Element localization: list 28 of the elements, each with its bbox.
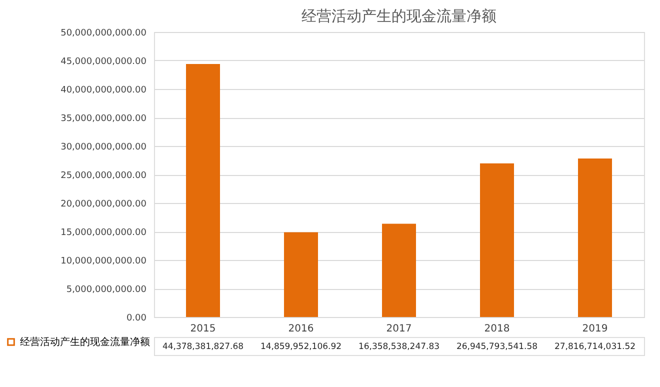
bar [578,158,612,317]
x-tick-label: 2016 [288,324,314,334]
y-tick-label: 30,000,000,000.00 [60,142,147,152]
bar [382,224,416,317]
chart-title: 经营活动产生的现金流量净额 [302,7,496,25]
data-label: 14,859,952,106.92 [260,342,342,352]
data-label: 16,358,538,247.83 [358,342,440,352]
data-label: 27,816,714,031.52 [554,342,636,352]
y-tick-label: 20,000,000,000.00 [60,200,147,210]
legend-label: 经营活动产生的现金流量净额 [20,336,150,348]
y-tick-label: 45,000,000,000.00 [60,57,147,67]
y-tick-label: 0.00 [126,314,147,324]
x-tick-label: 2018 [484,324,510,334]
y-tick-label: 50,000,000,000.00 [60,28,147,38]
data-label: 26,945,793,541.58 [456,342,538,352]
bar [284,232,318,317]
y-tick-label: 25,000,000,000.00 [60,171,147,181]
x-tick-label: 2019 [582,324,608,334]
x-tick-label: 2015 [190,324,216,334]
y-tick-label: 15,000,000,000.00 [60,228,147,238]
y-tick-label: 40,000,000,000.00 [60,86,147,96]
y-tick-label: 35,000,000,000.00 [60,114,147,124]
y-tick-label: 10,000,000,000.00 [60,256,147,266]
bar [186,64,220,317]
data-label: 44,378,381,827.68 [162,342,244,352]
y-tick-label: 5,000,000,000.00 [66,285,147,295]
x-tick-label: 2017 [386,324,412,334]
bar [480,163,514,317]
